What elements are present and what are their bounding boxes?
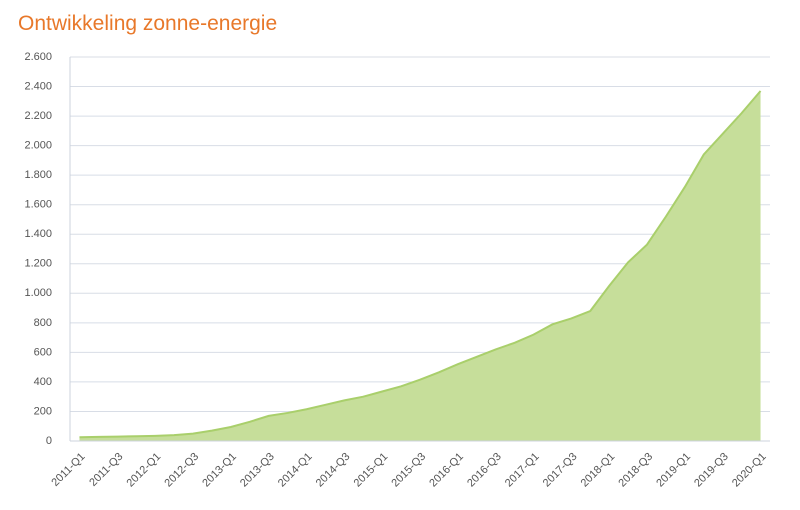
x-tick-label: 2016-Q3 [465, 451, 504, 490]
area [79, 90, 761, 441]
y-tick-label: 2.600 [24, 51, 52, 63]
y-tick-label: 1.600 [24, 199, 52, 211]
x-tick-label: 2020-Q1 [730, 451, 769, 490]
x-tick-label: 2012-Q3 [162, 451, 201, 490]
y-tick-label: 600 [34, 346, 52, 358]
y-tick-label: 200 [34, 405, 52, 417]
y-tick-label: 1.200 [24, 258, 52, 270]
x-tick-label: 2013-Q1 [200, 451, 239, 490]
y-tick-label: 2.000 [24, 140, 52, 152]
y-tick-label: 2.400 [24, 80, 52, 92]
chart-title: Ontwikkeling zonne-energie [18, 12, 277, 35]
x-tick-label: 2015-Q3 [389, 451, 428, 490]
y-tick-label: 1.800 [24, 169, 52, 181]
x-tick-label: 2015-Q1 [352, 451, 391, 490]
x-tick-label: 2011-Q3 [87, 451, 125, 489]
y-tick-label: 1.400 [24, 228, 52, 240]
x-tick-label: 2014-Q3 [314, 451, 353, 490]
y-tick-label: 800 [34, 317, 52, 329]
x-tick-label: 2012-Q1 [125, 451, 164, 490]
x-tick-label: 2017-Q3 [541, 451, 580, 490]
y-tick-label: 400 [34, 376, 52, 388]
x-tick-label: 2011-Q1 [49, 451, 87, 489]
x-tick-label: 2014-Q1 [276, 451, 315, 490]
x-tick-label: 2017-Q1 [503, 451, 542, 490]
y-tick-label: 1.000 [24, 287, 52, 299]
x-tick-label: 2018-Q3 [616, 451, 655, 490]
x-tick-label: 2013-Q3 [238, 451, 277, 490]
y-tick-label: 2.200 [24, 110, 52, 122]
x-tick-label: 2018-Q1 [579, 451, 618, 490]
x-tick-label: 2019-Q3 [692, 451, 731, 490]
area-line [79, 90, 762, 439]
y-tick-label: 0 [46, 435, 52, 447]
x-tick-label: 2016-Q1 [427, 451, 466, 490]
x-tick-label: 2019-Q1 [654, 451, 693, 490]
